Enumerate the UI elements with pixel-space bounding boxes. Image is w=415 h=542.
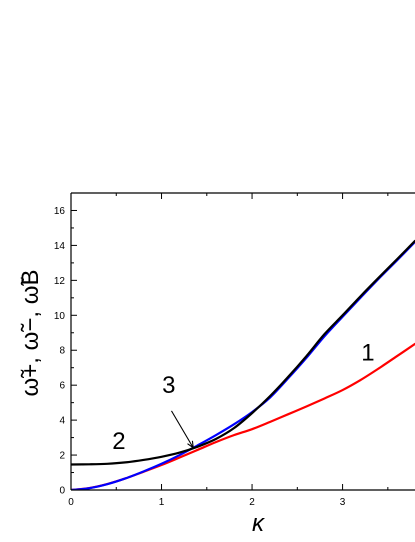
y-tick-label: 16 (54, 206, 66, 217)
x-tick-label: 3 (340, 497, 346, 508)
y-tick-label: 10 (54, 311, 66, 322)
x-tick-label: 0 (68, 497, 74, 508)
annotations-layer: 1 2 3 (112, 340, 374, 455)
curve-label-2: 2 (112, 428, 125, 455)
curve-label-1: 1 (361, 340, 374, 367)
y-tick-label: 14 (54, 241, 66, 252)
curves-layer (71, 239, 415, 490)
y-tick-label: 12 (54, 276, 66, 287)
x-axis-label: κ (252, 510, 266, 537)
y-tick-label: 8 (59, 346, 65, 357)
y-tick-label: 2 (59, 451, 65, 462)
ticks-layer (70, 192, 389, 491)
annotation-arrow-head (187, 440, 194, 449)
y-tick-label: 0 (59, 486, 65, 497)
annotation-arrow-shaft (171, 410, 194, 449)
x-tick-label: 1 (159, 497, 165, 508)
y-axis-label: ω̃+, ω̃−, ω̃B (17, 270, 44, 397)
series-line-2 (71, 239, 415, 466)
y-tick-label: 4 (59, 416, 65, 427)
x-tick-label: 2 (249, 497, 255, 508)
y-tick-label: 6 (59, 381, 65, 392)
curve-label-3: 3 (162, 372, 175, 399)
